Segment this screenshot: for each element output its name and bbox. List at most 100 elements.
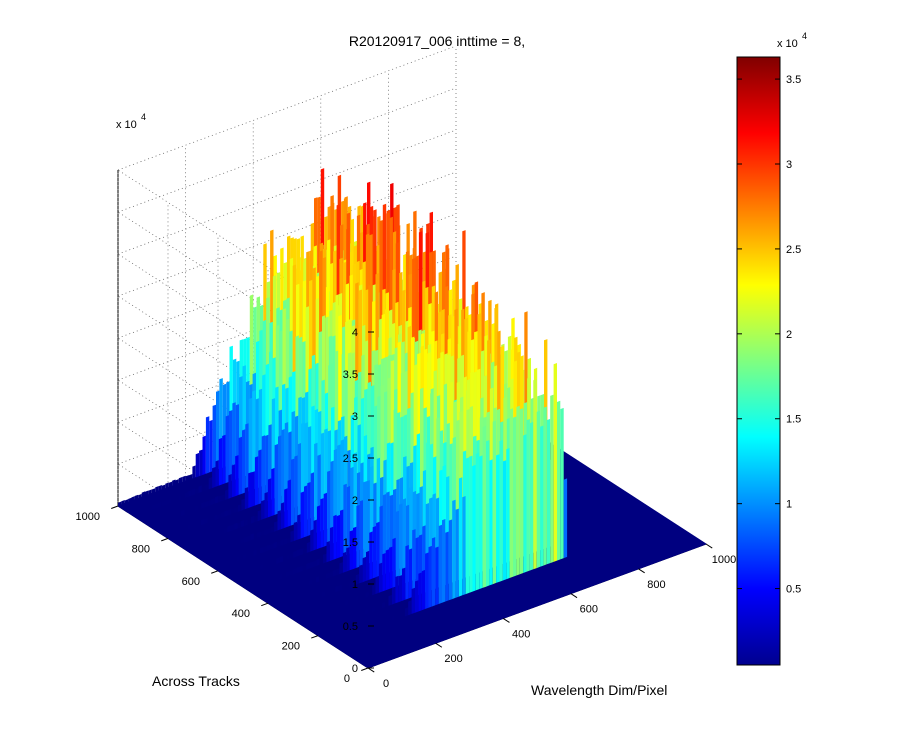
surface-facet: [563, 478, 568, 559]
y-tick-label: 200: [282, 641, 300, 653]
y-tick-label: 600: [182, 576, 200, 588]
colorbar-exponent-label: x 10: [777, 38, 798, 50]
surface-facet: [392, 537, 396, 588]
surface-facet: [324, 607, 329, 613]
surface-facet: [364, 626, 368, 632]
surface-facet: [232, 402, 236, 481]
surface-facet: [195, 488, 199, 495]
surface-facet: [331, 604, 335, 611]
surface-facet: [276, 557, 280, 564]
surface-facet: [245, 570, 250, 576]
surface-facet: [303, 547, 307, 555]
surface-facet: [141, 491, 145, 498]
surface-facet: [499, 439, 503, 582]
surface-facet: [326, 541, 330, 563]
surface-facet: [258, 582, 263, 587]
surface-facet: [281, 429, 285, 513]
surface-facet: [220, 529, 224, 535]
surface-facet: [301, 600, 306, 605]
surface-facet: [306, 541, 311, 553]
surface-facet: [260, 546, 264, 554]
surface-facet: [353, 526, 357, 570]
surface-facet: [509, 408, 513, 578]
colorbar-tick-label: 1: [786, 499, 792, 511]
surface-facet: [211, 516, 215, 522]
surface-facet: [194, 505, 198, 512]
surface-facet: [382, 553, 386, 592]
surface-facet: [242, 571, 246, 577]
surface-facet: [145, 490, 149, 497]
surface-facet: [351, 615, 355, 620]
surface-facet: [324, 625, 328, 630]
surface-facet: [305, 580, 310, 587]
y-tick-mark: [261, 602, 269, 607]
surface-facet: [341, 600, 346, 607]
surface-facet: [231, 464, 236, 498]
surface-facet: [489, 459, 493, 586]
surface-facet: [178, 477, 183, 484]
surface-facet: [182, 475, 186, 483]
surface-facet: [252, 585, 256, 590]
surface-facet: [349, 530, 353, 571]
surface-facet: [329, 526, 334, 561]
surface-facet: [151, 504, 155, 511]
surface-facet: [268, 595, 272, 601]
surface-facet: [307, 482, 311, 537]
surface-facet: [388, 617, 392, 623]
surface-facet: [304, 485, 308, 538]
surface-facet: [379, 505, 383, 576]
surface-facet: [311, 613, 315, 618]
surface-facet: [281, 607, 285, 612]
surface-facet: [445, 531, 449, 602]
surface-facet: [144, 507, 148, 513]
surface-facet: [374, 622, 378, 628]
z-tick-label: 0.5: [343, 621, 358, 633]
colorbar-ticks: 0.5 1 1.5 2 2.5 3 3.5: [737, 74, 801, 596]
surface-facet: [289, 570, 293, 576]
surface-facet: [280, 502, 285, 530]
surface-facet: [323, 553, 327, 564]
surface-facet: [252, 567, 257, 573]
surface-facet: [261, 435, 266, 504]
surface-facet: [208, 499, 212, 507]
surface-facet: [235, 455, 239, 497]
surface-facet: [475, 452, 480, 591]
surface-facet: [351, 597, 356, 603]
surface-facet: [300, 548, 304, 556]
surface-facet: [217, 513, 222, 520]
surface-facet: [229, 410, 233, 482]
surface-facet: [340, 636, 344, 640]
surface-facet: [234, 522, 238, 530]
surface-facet: [188, 490, 192, 497]
surface-facet: [235, 574, 240, 579]
surface-facet: [147, 506, 152, 512]
surface-facet: [337, 620, 342, 625]
surface-facet: [196, 537, 201, 544]
surface-facet: [333, 638, 338, 643]
surface-facet: [256, 566, 260, 572]
surface-facet: [529, 421, 534, 571]
surface-facet: [479, 455, 483, 590]
surface-facet: [158, 502, 162, 508]
surface-facet: [280, 539, 284, 546]
surface-facet: [225, 415, 229, 484]
surface-facet: [304, 615, 308, 620]
surface-facet: [319, 576, 323, 582]
surface-facet: [330, 639, 334, 644]
grid-line-back-z: [117, 45, 457, 171]
y-tick-mark: [361, 667, 369, 671]
z-tick-label: 2: [352, 495, 358, 507]
surface-facet: [270, 543, 274, 550]
surface-facet: [315, 594, 319, 600]
surface-facet: [372, 526, 377, 579]
surface-facet: [335, 603, 339, 609]
surface-facet: [344, 617, 348, 622]
surface-facet: [384, 619, 388, 624]
surface-facet: [543, 406, 547, 566]
surface-facet: [282, 573, 286, 579]
surface-facet: [313, 560, 317, 568]
surface-facet: [174, 496, 179, 502]
surface-facet: [371, 606, 375, 612]
surface-facet: [421, 569, 426, 611]
